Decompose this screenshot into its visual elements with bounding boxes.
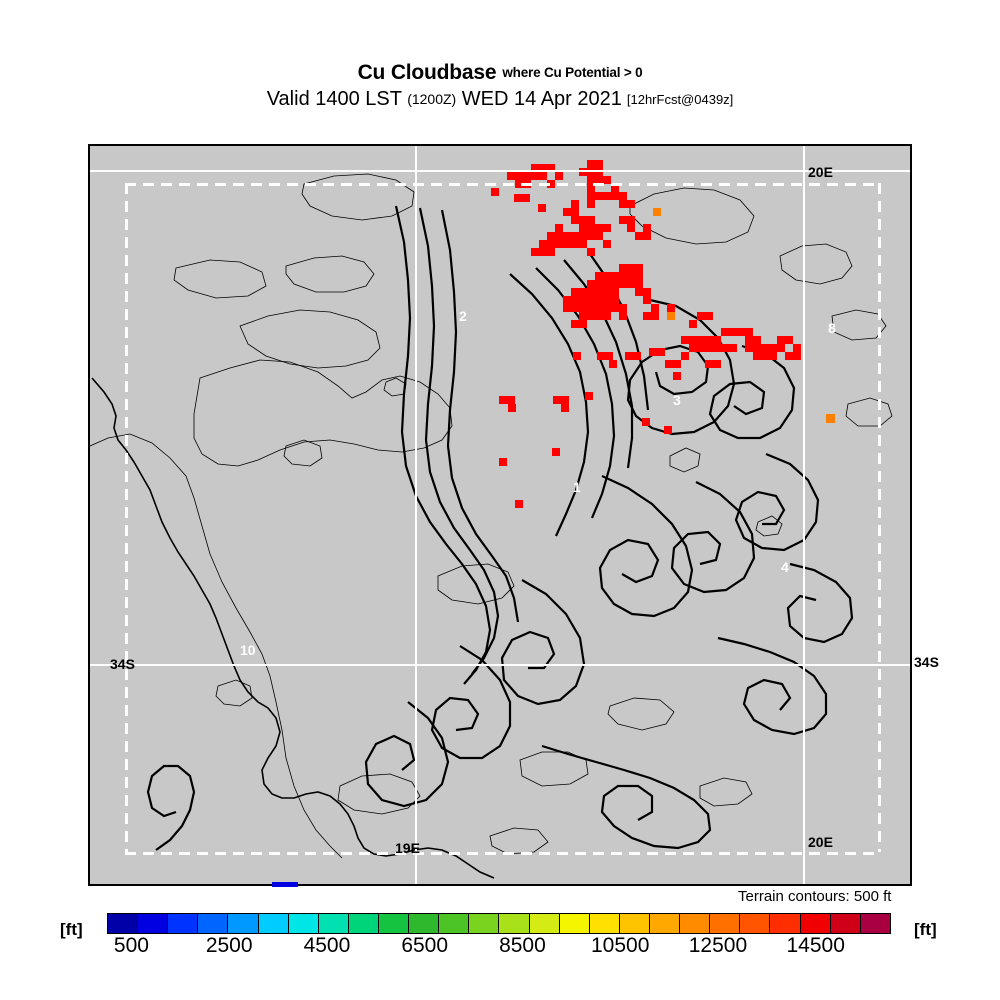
colorbar-tick-4500: 4500 bbox=[303, 934, 351, 957]
colorbar-cell-11 bbox=[439, 914, 470, 933]
title-primary-line: Cu Cloudbase where Cu Potential > 0 bbox=[0, 62, 1000, 86]
colorbar-cell-24 bbox=[830, 914, 861, 933]
colorbar-cell-19 bbox=[680, 914, 711, 933]
map-canvas bbox=[90, 160, 893, 879]
colorbar-tick-14500: 14500 bbox=[786, 934, 845, 957]
edge-label-19e: 19E bbox=[395, 840, 420, 856]
coastline bbox=[91, 377, 495, 879]
colorbar-cell-16 bbox=[589, 914, 620, 933]
region-label-1: 1 bbox=[573, 479, 581, 495]
colorbar-tick-6500: 6500 bbox=[401, 934, 449, 957]
colorbar-cell-14 bbox=[529, 914, 560, 933]
colorbar-tick-2500: 2500 bbox=[205, 934, 253, 957]
title-secondary-line: Valid 1400 LST (1200Z) WED 14 Apr 2021 [1… bbox=[0, 87, 1000, 113]
domain-box-right-edge bbox=[878, 183, 881, 852]
colorbar-strip bbox=[107, 913, 891, 934]
region-label-4: 4 bbox=[781, 559, 789, 575]
region-label-8: 8 bbox=[828, 320, 836, 336]
colorbar-cell-23 bbox=[800, 914, 831, 933]
forecast-tag: [12hrFcst@0439z] bbox=[626, 92, 734, 107]
colorbar-tick-8500: 8500 bbox=[499, 934, 546, 957]
colorbar-cell-25 bbox=[860, 914, 890, 933]
colorbar-cell-13 bbox=[499, 914, 530, 933]
colorbar-cell-7 bbox=[318, 914, 349, 933]
colorbar-cell-5 bbox=[258, 914, 289, 933]
colorbar-cell-8 bbox=[348, 914, 379, 933]
graticule-longitude-line-20e bbox=[803, 146, 805, 884]
domain-box-top-edge bbox=[125, 183, 881, 186]
edge-label-20e-bottom: 20E bbox=[808, 834, 833, 850]
valid-date-label: WED 14 Apr 2021 bbox=[461, 88, 622, 110]
title-condition: where Cu Potential > 0 bbox=[502, 65, 643, 80]
colorbar-cell-6 bbox=[288, 914, 319, 933]
edge-label-20e-top: 20E bbox=[808, 164, 833, 180]
domain-box-left-edge bbox=[125, 183, 128, 852]
graticule-longitude-line-19e bbox=[415, 146, 417, 884]
terrain-contours-thin bbox=[90, 173, 893, 859]
cloudbase-data-cells bbox=[491, 160, 801, 508]
colorbar-tick-10500: 10500 bbox=[590, 934, 650, 957]
colorbar-cell-0 bbox=[108, 914, 139, 933]
colorbar-cell-21 bbox=[740, 914, 771, 933]
colorbar-cell-9 bbox=[378, 914, 410, 933]
colorbar-cell-22 bbox=[770, 914, 801, 933]
colorbar-legend: [ft] [ft] 500 2500 4500 6500 8500 10500 12500 1… bbox=[0, 908, 1000, 968]
colorbar-cell-12 bbox=[469, 914, 500, 933]
region-label-10: 10 bbox=[240, 642, 256, 658]
graticule-latitude-line-34s bbox=[90, 664, 910, 666]
colorbar-cell-15 bbox=[559, 914, 590, 933]
valid-time-label: Valid 1400 LST bbox=[266, 88, 402, 110]
cloudbase-data-cells-secondary bbox=[653, 208, 835, 423]
colorbar-tick-500: 500 bbox=[113, 934, 149, 957]
terrain-contour-note: Terrain contours: 500 ft bbox=[738, 888, 892, 905]
colorbar-cell-18 bbox=[649, 914, 681, 933]
colorbar-cell-10 bbox=[409, 914, 440, 933]
map-frame[interactable]: 20E 20E 19E 34S 10 1 2 3 4 8 bbox=[88, 144, 912, 886]
edge-label-34s-right: 34S bbox=[914, 654, 939, 670]
terrain-contours-bold bbox=[146, 205, 854, 851]
colorbar-cell-1 bbox=[138, 914, 169, 933]
domain-box-bottom-edge bbox=[125, 852, 881, 855]
valid-time-utc: (1200Z) bbox=[407, 91, 457, 107]
colorbar-tick-labels: 500 2500 4500 6500 8500 10500 12500 14500 bbox=[107, 934, 889, 962]
region-label-3: 3 bbox=[673, 392, 681, 408]
colorbar-cell-2 bbox=[168, 914, 199, 933]
colorbar-cell-3 bbox=[198, 914, 229, 933]
edge-label-34s-left: 34S bbox=[110, 656, 135, 672]
colorbar-cell-4 bbox=[228, 914, 259, 933]
colorbar-unit-right: [ft] bbox=[914, 920, 937, 939]
page-title: Cu Cloudbase bbox=[357, 61, 497, 84]
colorbar-cell-20 bbox=[710, 914, 741, 933]
low-cloudbase-marker bbox=[272, 882, 298, 887]
region-label-2: 2 bbox=[459, 308, 467, 324]
colorbar-unit-left: [ft] bbox=[60, 920, 83, 939]
colorbar-cell-17 bbox=[619, 914, 650, 933]
title-block: Cu Cloudbase where Cu Potential > 0 Valid… bbox=[0, 62, 1000, 113]
graticule-latitude-line-top bbox=[90, 170, 910, 172]
colorbar-tick-12500: 12500 bbox=[688, 934, 748, 957]
